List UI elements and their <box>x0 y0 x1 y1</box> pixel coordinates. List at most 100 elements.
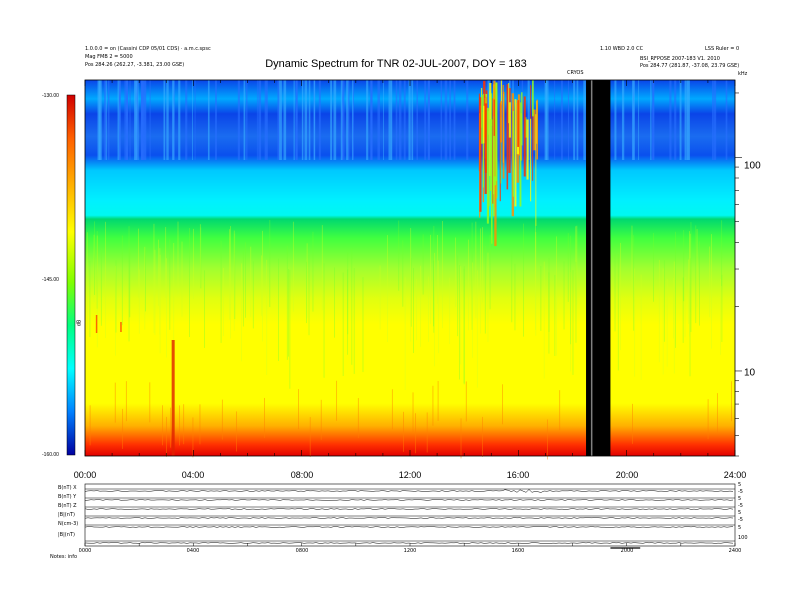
streak <box>125 381 127 422</box>
streak <box>468 239 469 331</box>
streak <box>684 80 687 160</box>
streak <box>194 80 196 160</box>
panel-trace <box>84 542 734 544</box>
streak <box>546 419 548 460</box>
streak <box>295 80 297 160</box>
burst-streak <box>493 116 495 217</box>
footer-notes: Notes: info <box>50 554 78 560</box>
streak <box>125 80 128 160</box>
streak <box>666 278 668 367</box>
streak <box>427 80 430 160</box>
streak <box>640 274 642 380</box>
streak <box>432 385 434 426</box>
burst-streak <box>514 99 517 207</box>
panel-right-tick-1: -5 <box>738 489 743 495</box>
streak <box>89 260 91 338</box>
streak <box>100 248 102 326</box>
streak <box>675 231 676 348</box>
streak <box>411 80 414 160</box>
band-label: CRYOS <box>567 70 584 76</box>
streak <box>129 247 131 318</box>
streak <box>663 260 665 342</box>
streak <box>289 269 291 389</box>
colorbar-tick-top: -130.00 <box>42 93 59 99</box>
streak <box>426 412 428 453</box>
streak <box>236 411 238 452</box>
x-tick-label-2400: 24:00 <box>723 470 747 480</box>
streak <box>233 230 235 331</box>
streak <box>576 80 579 160</box>
streak <box>229 229 230 320</box>
panel-row-label-0: B(nT) X <box>58 485 77 491</box>
streak <box>301 80 304 160</box>
streak <box>725 80 728 160</box>
streak <box>128 226 130 342</box>
streak <box>144 246 146 330</box>
streak <box>440 80 443 160</box>
streak <box>437 380 439 421</box>
burst-streak <box>519 102 522 207</box>
streak <box>352 80 354 160</box>
streak <box>434 252 435 367</box>
burst-streak <box>491 93 493 126</box>
streak <box>348 80 350 160</box>
streak <box>575 261 577 343</box>
streak <box>293 80 295 160</box>
streak <box>340 80 343 160</box>
streak <box>264 80 267 160</box>
panel-right-tick-3: -5 <box>738 503 743 509</box>
streak <box>234 233 236 320</box>
streak <box>683 230 685 302</box>
streak <box>304 80 308 160</box>
streak <box>402 240 404 307</box>
streak <box>158 239 159 306</box>
streak <box>250 246 252 318</box>
streak <box>114 382 116 423</box>
panel-right-tick-2: 5 <box>738 496 742 502</box>
streak <box>166 80 169 160</box>
streak <box>237 80 240 160</box>
streak <box>178 80 181 160</box>
streak <box>166 416 167 457</box>
panel-right-tick-7: 100 <box>738 535 748 541</box>
streak <box>129 80 131 160</box>
streak <box>638 80 640 160</box>
streak <box>410 228 412 342</box>
streak <box>296 80 298 160</box>
streak <box>258 80 262 160</box>
streak <box>177 221 179 295</box>
x-tick-label-0400: 04:00 <box>181 470 205 480</box>
streak <box>410 257 412 327</box>
streak <box>94 221 95 296</box>
streak <box>465 381 467 422</box>
burst-streak <box>95 315 98 333</box>
streak <box>712 80 714 160</box>
streak <box>731 381 732 422</box>
streak <box>162 405 163 446</box>
header-left-line1: 1.0.0.0 = on (Cassini CDP 05/01 CDS) · a… <box>85 46 211 52</box>
streak <box>207 80 210 160</box>
panel-x-tick-4: 1600 <box>511 548 525 554</box>
burst-streak <box>491 119 493 244</box>
streak <box>501 80 504 160</box>
streak <box>514 263 516 331</box>
streak <box>570 235 572 345</box>
streak <box>543 261 545 379</box>
streak <box>318 80 321 160</box>
panel-x-tick-2: 0800 <box>295 548 309 554</box>
streak <box>277 80 280 160</box>
streak <box>617 254 619 371</box>
bottom-panel-rows <box>84 488 735 549</box>
burst-streak <box>500 117 502 184</box>
header-left-line2: Mag FMB 2 = 5000 <box>85 54 133 60</box>
streak <box>482 416 483 457</box>
streak <box>454 80 456 160</box>
x-tick-marks <box>84 80 736 456</box>
streak <box>286 245 288 360</box>
streak <box>559 390 561 431</box>
streak <box>313 80 316 160</box>
streak <box>312 231 314 312</box>
streak <box>366 80 369 160</box>
streak <box>433 225 435 333</box>
streak <box>575 226 577 288</box>
